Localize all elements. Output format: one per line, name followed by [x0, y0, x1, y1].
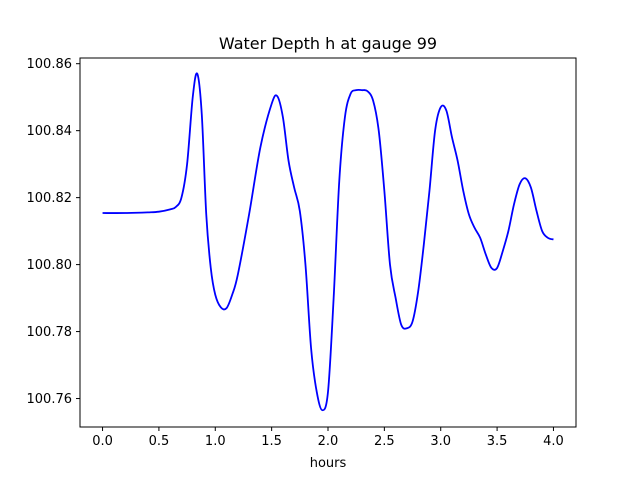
- y-tick-label: 100.84: [27, 124, 73, 139]
- series-line-0: [102, 72, 554, 412]
- x-tick-label: 0.0: [92, 434, 113, 449]
- x-tick-label: 1.5: [261, 434, 282, 449]
- x-tick-label: 2.0: [318, 434, 339, 449]
- x-tick-label: 3.0: [430, 434, 451, 449]
- y-tick-label: 100.82: [27, 191, 73, 206]
- x-tick-label: 4.0: [543, 434, 564, 449]
- x-tick-label: 3.5: [487, 434, 508, 449]
- y-tick-label: 100.86: [27, 57, 73, 72]
- chart-title: Water Depth h at gauge 99: [219, 34, 437, 53]
- y-axis: 100.76 100.78 100.80 100.82 100.84 100.86: [27, 57, 80, 407]
- y-tick-label: 100.80: [27, 258, 73, 273]
- y-tick-label: 100.78: [27, 325, 73, 340]
- x-axis: 0.0 0.5 1.0 1.5 2.0 2.5 3.0 3.5 4.0: [92, 427, 564, 449]
- x-axis-label: hours: [310, 456, 347, 471]
- x-tick-label: 0.5: [149, 434, 170, 449]
- x-tick-label: 2.5: [374, 434, 395, 449]
- series-layer: [102, 72, 554, 412]
- x-tick-label: 1.0: [205, 434, 226, 449]
- y-tick-label: 100.76: [27, 392, 73, 407]
